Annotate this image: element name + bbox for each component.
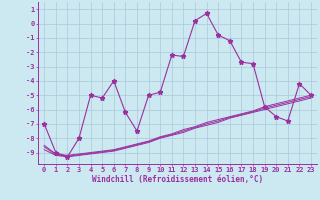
X-axis label: Windchill (Refroidissement éolien,°C): Windchill (Refroidissement éolien,°C) (92, 175, 263, 184)
